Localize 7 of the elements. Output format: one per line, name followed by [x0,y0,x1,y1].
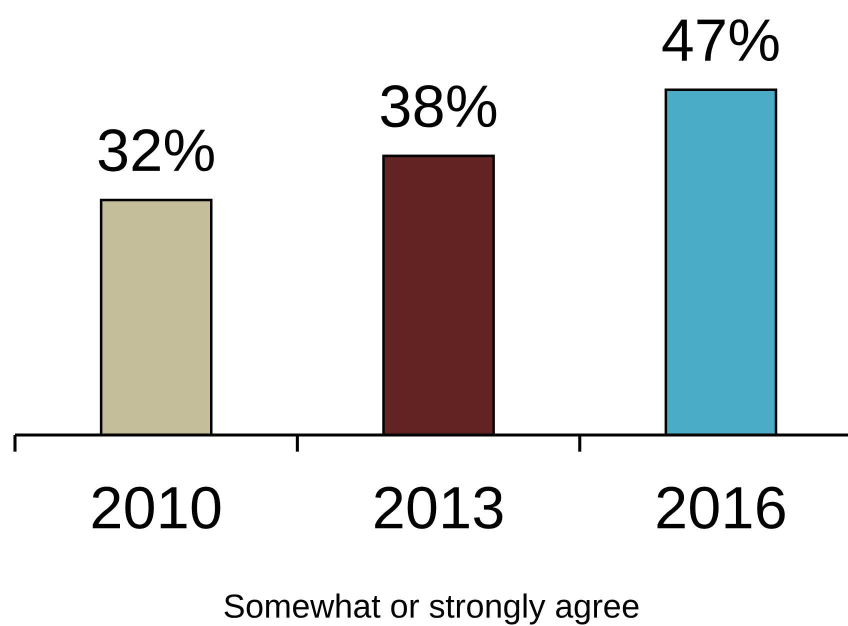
data-label: 47% [662,19,779,62]
x-axis-title: Somewhat or strongly agree [224,593,638,625]
data-label: 32% [98,129,214,172]
data-label: 38% [381,85,496,128]
x-tick-label: 2013 [375,486,502,529]
x-tick-label: 2016 [658,486,785,529]
x-tick-label: 2010 [92,486,220,529]
